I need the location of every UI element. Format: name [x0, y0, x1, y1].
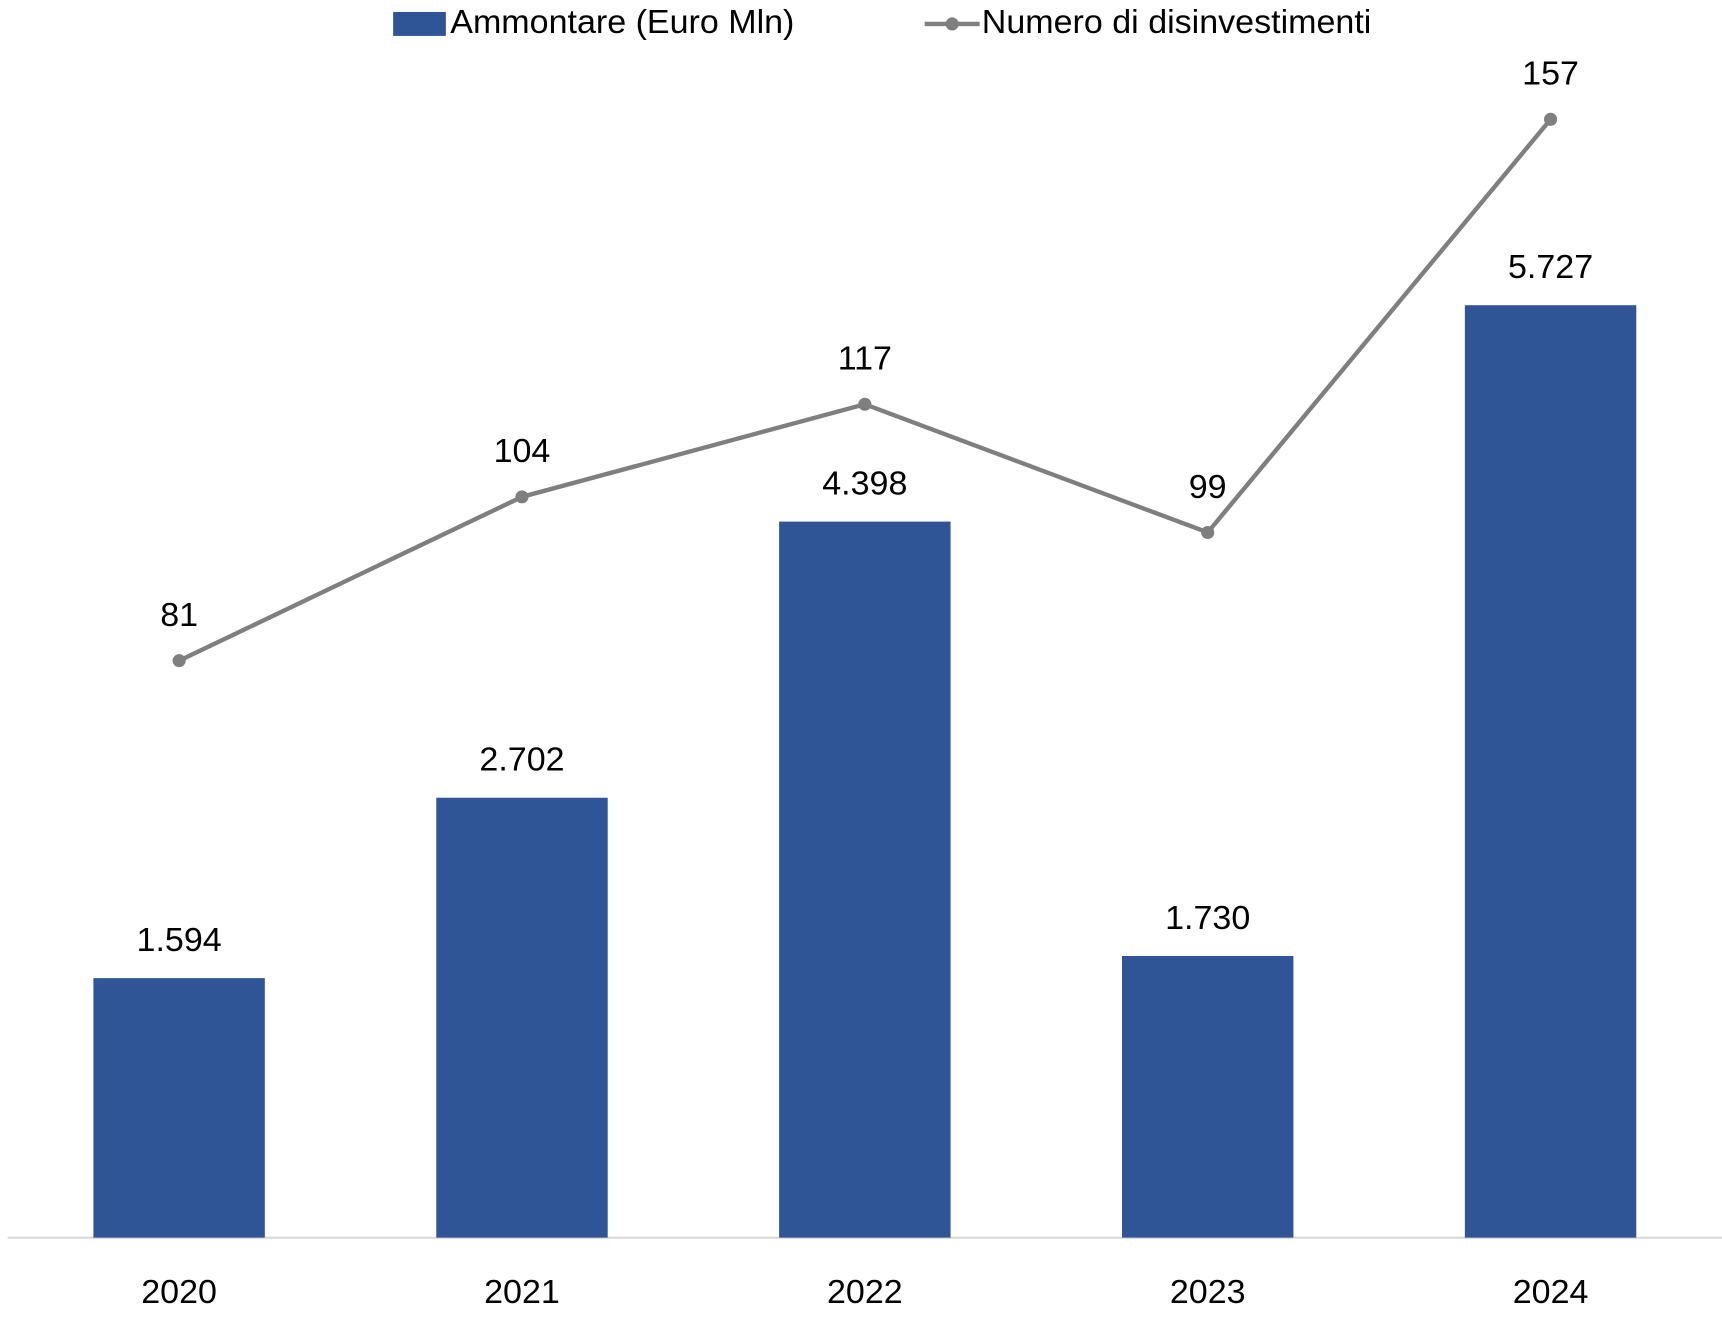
data-label: 157	[1522, 55, 1579, 93]
x-tick-label: 2020	[141, 1273, 217, 1311]
marker	[1543, 112, 1558, 126]
bar	[1121, 955, 1294, 1238]
data-label: 4.398	[822, 465, 907, 503]
data-label: 2.702	[479, 741, 564, 779]
marker	[858, 397, 872, 411]
marker	[1201, 525, 1215, 540]
x-tick-label: 2023	[1170, 1273, 1246, 1311]
x-tick-label: 2022	[827, 1273, 903, 1311]
bar	[779, 521, 951, 1238]
data-label: 1.730	[1165, 899, 1250, 937]
data-label: 81	[160, 596, 198, 634]
data-label: 99	[1189, 468, 1227, 506]
data-label: 117	[838, 340, 892, 378]
marker	[172, 654, 186, 668]
data-label: 5.727	[1508, 248, 1593, 286]
x-tick-label: 2021	[484, 1273, 560, 1311]
legend-swatch	[393, 11, 446, 36]
data-label: 104	[494, 432, 551, 470]
legend-label: Numero di disinvestimenti	[982, 3, 1372, 41]
marker	[515, 490, 529, 504]
legend-label: Ammontare (Euro Mln)	[450, 3, 794, 41]
x-tick-label: 2024	[1513, 1273, 1589, 1311]
legend-marker	[945, 17, 959, 31]
bar	[436, 797, 608, 1238]
data-label: 1.594	[137, 921, 222, 959]
bar	[93, 978, 265, 1238]
bar	[1464, 305, 1637, 1238]
